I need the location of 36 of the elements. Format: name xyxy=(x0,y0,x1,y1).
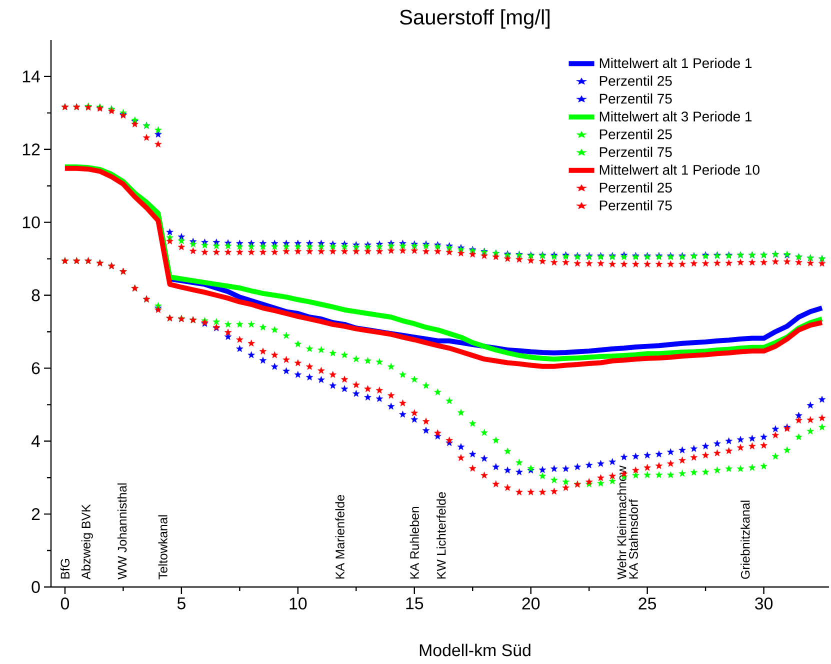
annotation: KA Stahnsdorf xyxy=(628,499,638,578)
y-tick-label: 8 xyxy=(32,289,40,302)
legend-label: Perzentil 75 xyxy=(600,93,672,104)
x-tick-label: 5 xyxy=(177,598,186,610)
y-tick-label: 12 xyxy=(22,143,40,156)
x-axis-title: Modell-km Süd xyxy=(420,644,530,656)
y-tick-label: 2 xyxy=(32,508,40,520)
chart-title: Sauerstoff [mg/l] xyxy=(400,9,550,29)
x-tick-label: 15 xyxy=(406,598,424,610)
x-tick-label: 10 xyxy=(290,598,307,610)
legend-label: Perzentil 75 xyxy=(600,146,672,158)
y-tick-label: 6 xyxy=(32,362,40,374)
legend-label: Perzentil 25 xyxy=(600,76,672,86)
annotation: WW Johannisthal xyxy=(117,483,127,580)
legend-label: Mittelwert alt 1 Periode 10 xyxy=(600,164,760,175)
annotation: KA Marienfelde xyxy=(335,494,344,578)
y-tick-label: 0 xyxy=(32,581,40,593)
annotation: Wehr Kleinmachnow xyxy=(617,466,626,580)
legend-label: Perzentil 75 xyxy=(600,200,672,210)
x-tick-label: 0 xyxy=(60,598,70,610)
x-tick-label: 30 xyxy=(755,598,773,610)
legend-label: Mittelwert alt 3 Periode 1 xyxy=(600,111,752,122)
legend-label: Perzentil 25 xyxy=(600,128,672,140)
annotation: Griebnitzkanal xyxy=(740,500,750,579)
x-tick-label: 25 xyxy=(638,598,656,610)
legend-label: Perzentil 25 xyxy=(600,182,672,193)
y-tick-label: 10 xyxy=(22,216,40,228)
annotation: Teltowkanal xyxy=(158,515,168,580)
annotation: BfG xyxy=(60,558,70,578)
annotation: Abzweig BVK xyxy=(81,504,93,580)
y-tick-label: 4 xyxy=(31,435,40,447)
y-tick-label: 14 xyxy=(22,70,40,82)
x-tick-label: 20 xyxy=(522,598,540,610)
annotation: KW Lichterfelde xyxy=(436,492,446,578)
legend-label: Mittelwert alt 1 Periode 1 xyxy=(600,58,752,68)
annotation: KA Ruhleben xyxy=(410,506,419,578)
